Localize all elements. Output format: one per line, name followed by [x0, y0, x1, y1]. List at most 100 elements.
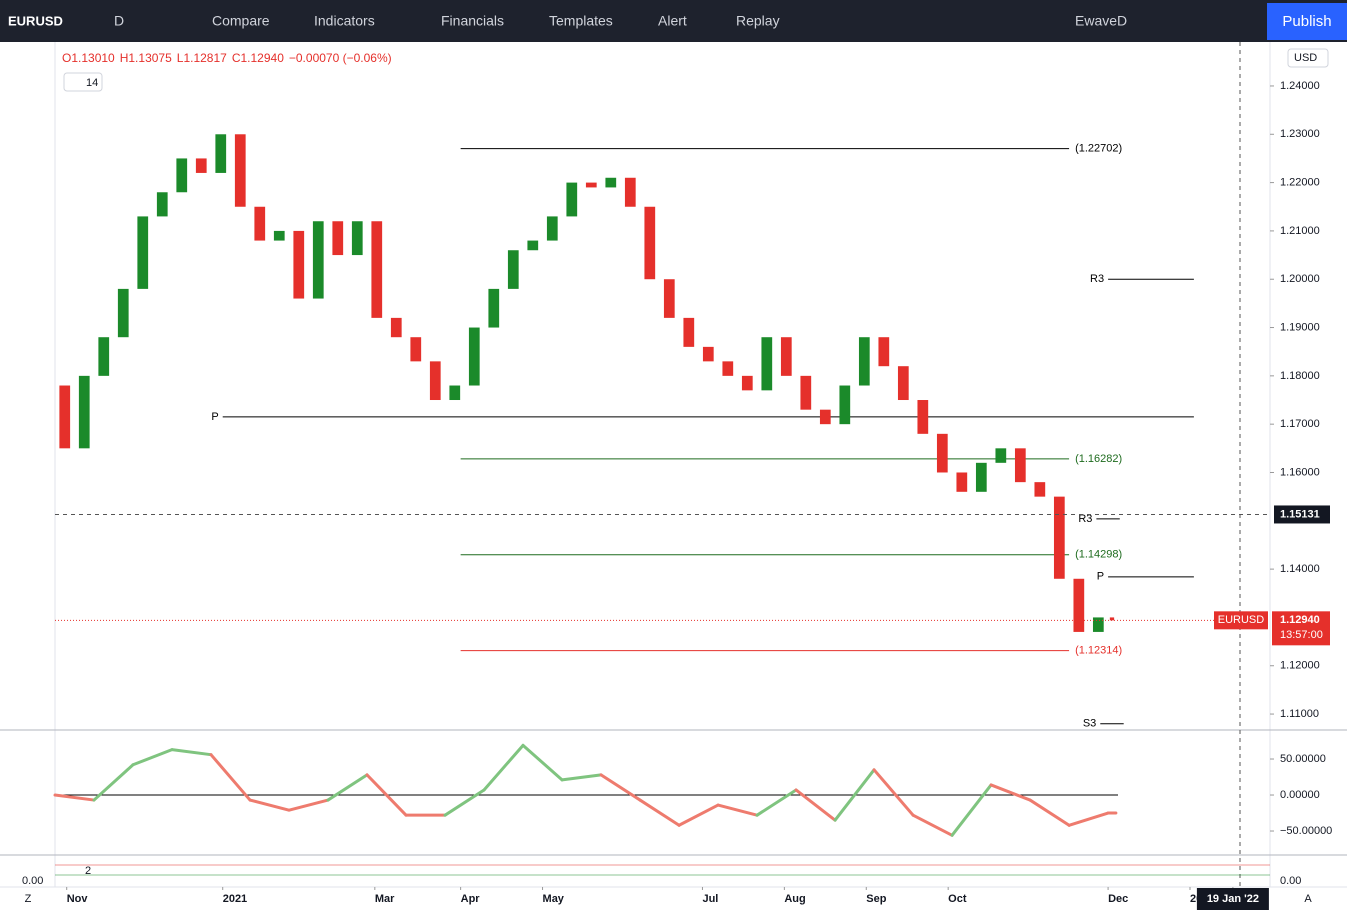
candle — [741, 375, 753, 391]
candle — [59, 385, 71, 449]
candle — [1109, 617, 1115, 621]
osc-segment — [131, 748, 174, 767]
candle — [98, 337, 110, 376]
candle — [234, 134, 246, 207]
candle — [351, 221, 363, 256]
candle — [644, 206, 656, 280]
indicators[interactable]: Indicators — [314, 13, 375, 29]
legend-ohlc: O1.13010 H1.13075 L1.12817 C1.12940 −0.00070… — [62, 51, 392, 65]
osc-segment — [833, 768, 876, 822]
ohlc-value: −0.00070 (−0.06%) — [289, 51, 392, 65]
candle — [878, 337, 890, 367]
candle — [683, 317, 695, 347]
price-tick-label: 1.22000 — [1280, 177, 1320, 189]
osc-tick-label: −50.00000 — [1280, 825, 1332, 837]
time-crosshair-box — [1196, 888, 1269, 910]
osc-segment — [950, 783, 993, 837]
osc-segment — [443, 788, 486, 817]
osc-segment — [1028, 798, 1071, 827]
level-label: S3 — [1083, 718, 1096, 730]
price-tick-label: 1.16000 — [1280, 466, 1320, 478]
auto-a[interactable]: A — [1304, 893, 1312, 905]
ohlc-value: O1.13010 — [62, 51, 115, 65]
alert[interactable]: Alert — [658, 13, 687, 29]
time-tick-label: 19 Jan '22 — [1207, 893, 1259, 905]
time-tick-label: May — [543, 893, 565, 905]
candle — [585, 182, 597, 188]
candle — [176, 158, 188, 193]
candle — [663, 279, 675, 318]
candle — [78, 375, 90, 449]
osc-segment — [755, 788, 798, 817]
candle — [800, 375, 812, 410]
level-label: (1.14298) — [1075, 549, 1122, 561]
candle — [527, 240, 539, 251]
symbol-tag — [1214, 611, 1268, 630]
candle — [936, 433, 948, 473]
candle — [1092, 617, 1104, 632]
candle — [273, 230, 285, 241]
candle — [468, 327, 480, 386]
publish-button[interactable] — [1267, 3, 1347, 40]
compare[interactable]: Compare — [212, 13, 270, 29]
price-tick-label: 1.11000 — [1280, 708, 1319, 720]
price-tick-label: 1.21000 — [1280, 225, 1320, 237]
osc-segment — [638, 798, 681, 827]
templates[interactable]: Templates — [549, 13, 613, 29]
candle — [390, 317, 402, 338]
currency: USD — [1294, 52, 1317, 64]
price-tick-label: 1.14000 — [1280, 563, 1320, 575]
level-label: R3 — [1090, 273, 1104, 285]
interval[interactable]: D — [114, 13, 124, 29]
osc-segment — [794, 788, 837, 822]
time-tick-label: Dec — [1108, 893, 1128, 905]
zoom-z[interactable]: Z — [25, 893, 32, 905]
candle — [507, 250, 519, 289]
symbol-tag-label: EURUSD — [1218, 614, 1265, 626]
ohlc-value: L1.12817 — [177, 51, 227, 65]
candle — [819, 409, 831, 425]
candle — [195, 158, 207, 173]
candle — [117, 288, 129, 338]
publish-label[interactable]: Publish — [1282, 13, 1331, 30]
osc-segment — [92, 763, 135, 802]
osc-segment — [365, 773, 408, 817]
lower-length: 2 — [85, 865, 91, 877]
level-label: P — [1097, 571, 1104, 583]
osc-segment — [209, 753, 252, 802]
candle — [254, 206, 266, 241]
candle — [488, 288, 500, 328]
osc-segment — [1067, 811, 1110, 827]
currency-box[interactable] — [1287, 48, 1329, 68]
candle — [293, 230, 305, 299]
candle — [215, 134, 227, 173]
candle — [566, 182, 578, 217]
osc-segment — [53, 793, 96, 802]
candle — [897, 366, 909, 401]
candle — [137, 216, 149, 289]
candle — [449, 385, 461, 401]
symbol[interactable]: EURUSD — [8, 13, 63, 28]
candle — [956, 472, 968, 492]
osc-segment — [326, 773, 369, 802]
crosshair-label: 1.15131 — [1280, 508, 1320, 520]
osc-tick-label: 0.00000 — [1280, 789, 1320, 801]
time-tick-label: Aug — [784, 893, 805, 905]
candle — [332, 221, 344, 256]
time-tick-label: Oct — [948, 893, 967, 905]
osc-segment — [989, 783, 1032, 802]
last-price-box — [1272, 611, 1330, 646]
candle — [546, 216, 558, 241]
time-tick-label: Jul — [702, 893, 718, 905]
replay[interactable]: Replay — [736, 13, 780, 29]
candle — [1034, 482, 1046, 497]
candle — [410, 337, 422, 362]
financials[interactable]: Financials — [441, 13, 504, 29]
layout-name[interactable]: EwaveD — [1075, 13, 1127, 29]
level-label: R3 — [1078, 513, 1092, 525]
length-box[interactable] — [63, 72, 103, 92]
candle — [761, 337, 773, 391]
candle — [156, 192, 168, 217]
crosshair-box — [1274, 505, 1330, 524]
